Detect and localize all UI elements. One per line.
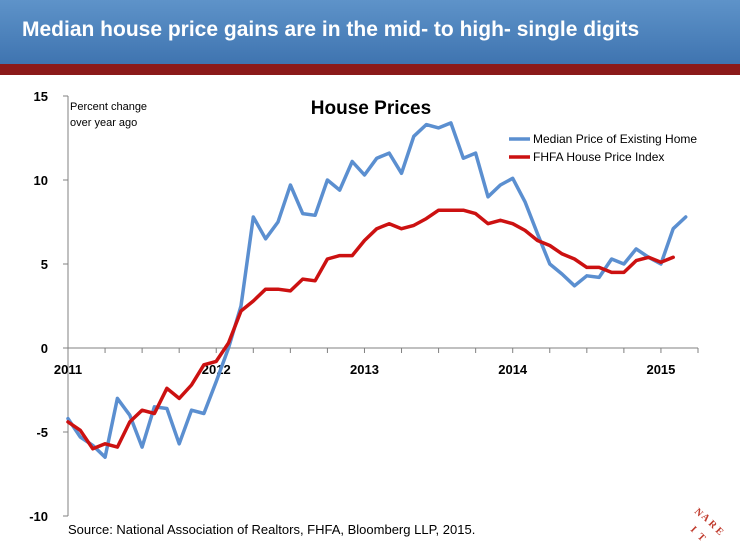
x-tick-label: 2015 [646, 362, 675, 377]
series-line-1 [66, 208, 675, 451]
x-tick-label: 2011 [54, 362, 82, 377]
x-tick-label: 2014 [498, 362, 528, 377]
nareit-logo-icon: N A R E I T [688, 506, 726, 544]
source-note: Source: National Association of Realtors… [68, 522, 476, 537]
page-title: Median house price gains are in the mid-… [22, 18, 640, 41]
legend-label-0: Median Price of Existing Home [533, 132, 697, 146]
svg-text:T: T [695, 531, 708, 544]
header-accent-bar [0, 64, 740, 75]
y-tick-label: 10 [34, 173, 48, 188]
chart-title: House Prices [311, 98, 431, 119]
series-line-0 [66, 121, 688, 459]
y-tick-label: 0 [41, 341, 48, 356]
svg-text:I: I [688, 524, 699, 535]
legend-label-1: FHFA House Price Index [533, 150, 664, 164]
y-tick-label: 5 [41, 257, 48, 272]
y-tick-label: 15 [34, 89, 48, 104]
y-axis-label: Percent change [70, 101, 147, 113]
x-tick-label: 2013 [350, 362, 379, 377]
y-tick-label: -5 [36, 425, 48, 440]
y-tick-label: -10 [29, 509, 48, 524]
y-axis-label: over year ago [70, 117, 137, 129]
header-banner: Median house price gains are in the mid-… [0, 0, 740, 64]
